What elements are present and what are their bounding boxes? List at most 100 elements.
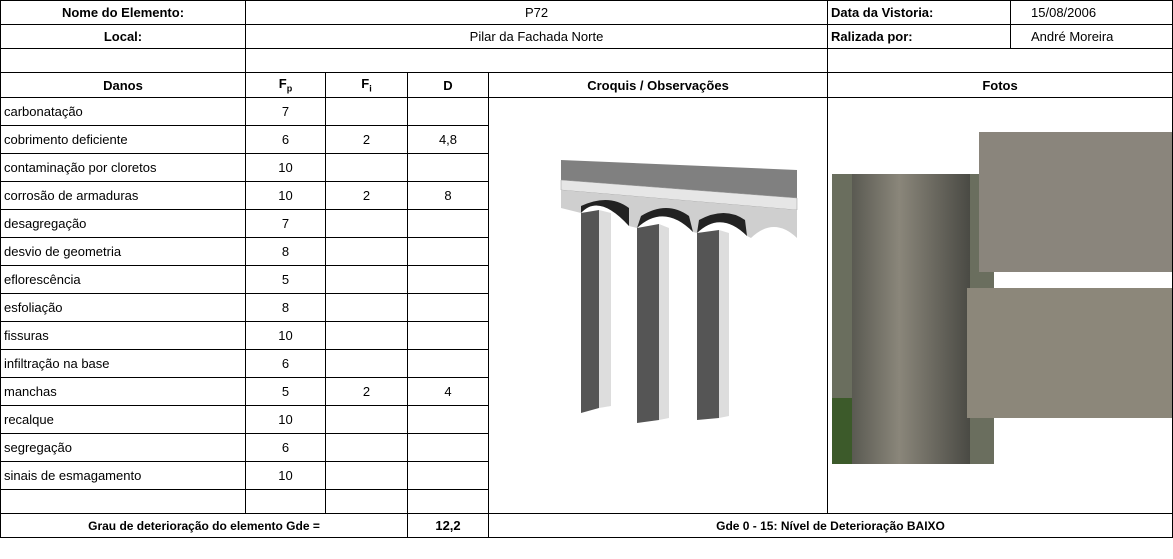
value: 15/08/2006	[1010, 0, 1173, 25]
value	[407, 433, 489, 462]
col-header: Fp	[245, 72, 326, 98]
value: 2	[325, 377, 408, 406]
row: manchas 5 2 4	[0, 377, 1173, 406]
damage-name: sinais de esmagamento	[0, 461, 246, 490]
col-header: Danos	[0, 72, 246, 98]
damage-name: manchas	[0, 377, 246, 406]
damage-name: carbonatação	[0, 97, 246, 126]
gde-level: Gde 0 - 15: Nível de Deterioração BAIXO	[487, 513, 1173, 538]
footer-row: Grau de deterioração do elemento Gde = 12…	[0, 513, 1173, 538]
row: sinais de esmagamento 10	[0, 461, 1173, 490]
cell	[0, 48, 246, 73]
value	[325, 97, 408, 126]
damage-name: corrosão de armaduras	[0, 181, 246, 210]
value: 4,8	[407, 125, 489, 154]
value: Pilar da Fachada Norte	[244, 24, 829, 49]
damage-name: infiltração na base	[0, 349, 246, 378]
row: carbonatação 7	[0, 97, 1173, 514]
value: 10	[245, 461, 326, 490]
cell	[325, 489, 408, 514]
label: Data da Vistoria:	[827, 0, 1012, 25]
cell	[407, 489, 489, 514]
col-header: D	[407, 72, 489, 98]
sketch	[560, 160, 798, 423]
label: Local:	[0, 24, 246, 49]
value	[325, 293, 408, 322]
value: 5	[245, 377, 326, 406]
text: p	[286, 83, 293, 94]
value: 10	[245, 405, 326, 434]
value	[407, 461, 489, 490]
damage-name: fissuras	[0, 321, 246, 350]
value: André Moreira	[1010, 24, 1173, 49]
text: F	[361, 76, 370, 92]
value: 5	[245, 265, 326, 294]
label: Ralizada por:	[827, 24, 1012, 49]
damage-name: desvio de geometria	[0, 237, 246, 266]
photos-cell	[827, 97, 1173, 514]
row: desagregação 7	[0, 209, 1173, 238]
value	[407, 293, 489, 322]
row: Nome do Elemento: P72 Data da Vistoria: …	[0, 0, 1173, 25]
gde-label: Grau de deterioração do elemento Gde =	[0, 513, 408, 538]
col-header: Fotos	[827, 72, 1173, 98]
damage-name: eflorescência	[0, 265, 246, 294]
col-header: Fi	[325, 72, 408, 98]
row: eflorescência 5	[0, 265, 1173, 294]
value	[325, 209, 408, 238]
value	[325, 265, 408, 294]
header-row: Danos Fp Fi D Croquis / Observações Foto…	[0, 72, 1173, 98]
row: segregação 6	[0, 433, 1173, 462]
value	[407, 405, 489, 434]
value: 10	[245, 321, 326, 350]
row: infiltração na base 6	[0, 349, 1173, 378]
value: 8	[245, 237, 326, 266]
value	[325, 153, 408, 182]
inspection-table: Nome do Elemento: P72 Data da Vistoria: …	[0, 0, 1173, 538]
value: 6	[245, 433, 326, 462]
damage-name: contaminação por cloretos	[0, 153, 246, 182]
cell	[244, 48, 829, 73]
row: Local: Pilar da Fachada Norte Ralizada p…	[0, 24, 1173, 49]
value: 6	[245, 349, 326, 378]
text: F	[278, 76, 287, 92]
col-header: Croquis / Observações	[487, 72, 829, 98]
value	[407, 349, 489, 378]
gde-value: 12,2	[407, 513, 489, 538]
sketch-cell	[487, 97, 829, 514]
value	[407, 153, 489, 182]
value	[407, 97, 489, 126]
row	[0, 489, 1173, 514]
value	[407, 209, 489, 238]
value	[325, 405, 408, 434]
value	[325, 237, 408, 266]
value: 8	[407, 181, 489, 210]
value: 2	[325, 181, 408, 210]
value: 10	[245, 153, 326, 182]
damage-name: cobrimento deficiente	[0, 125, 246, 154]
text: i	[369, 83, 372, 94]
value	[325, 321, 408, 350]
value	[325, 461, 408, 490]
photos	[832, 132, 1172, 464]
damage-name: desagregação	[0, 209, 246, 238]
row	[0, 48, 1173, 73]
value: 7	[245, 97, 326, 126]
value: 6	[245, 125, 326, 154]
damage-name: recalque	[0, 405, 246, 434]
value	[325, 349, 408, 378]
row: esfoliação 8	[0, 293, 1173, 322]
label: Nome do Elemento:	[0, 0, 246, 25]
cell	[0, 489, 246, 514]
value	[407, 321, 489, 350]
damage-name: segregação	[0, 433, 246, 462]
cell	[827, 48, 1173, 73]
row: desvio de geometria 8	[0, 237, 1173, 266]
damage-name: esfoliação	[0, 293, 246, 322]
value	[325, 433, 408, 462]
value: P72	[244, 0, 829, 25]
value: 8	[245, 293, 326, 322]
row: fissuras 10	[0, 321, 1173, 350]
cell	[245, 489, 326, 514]
